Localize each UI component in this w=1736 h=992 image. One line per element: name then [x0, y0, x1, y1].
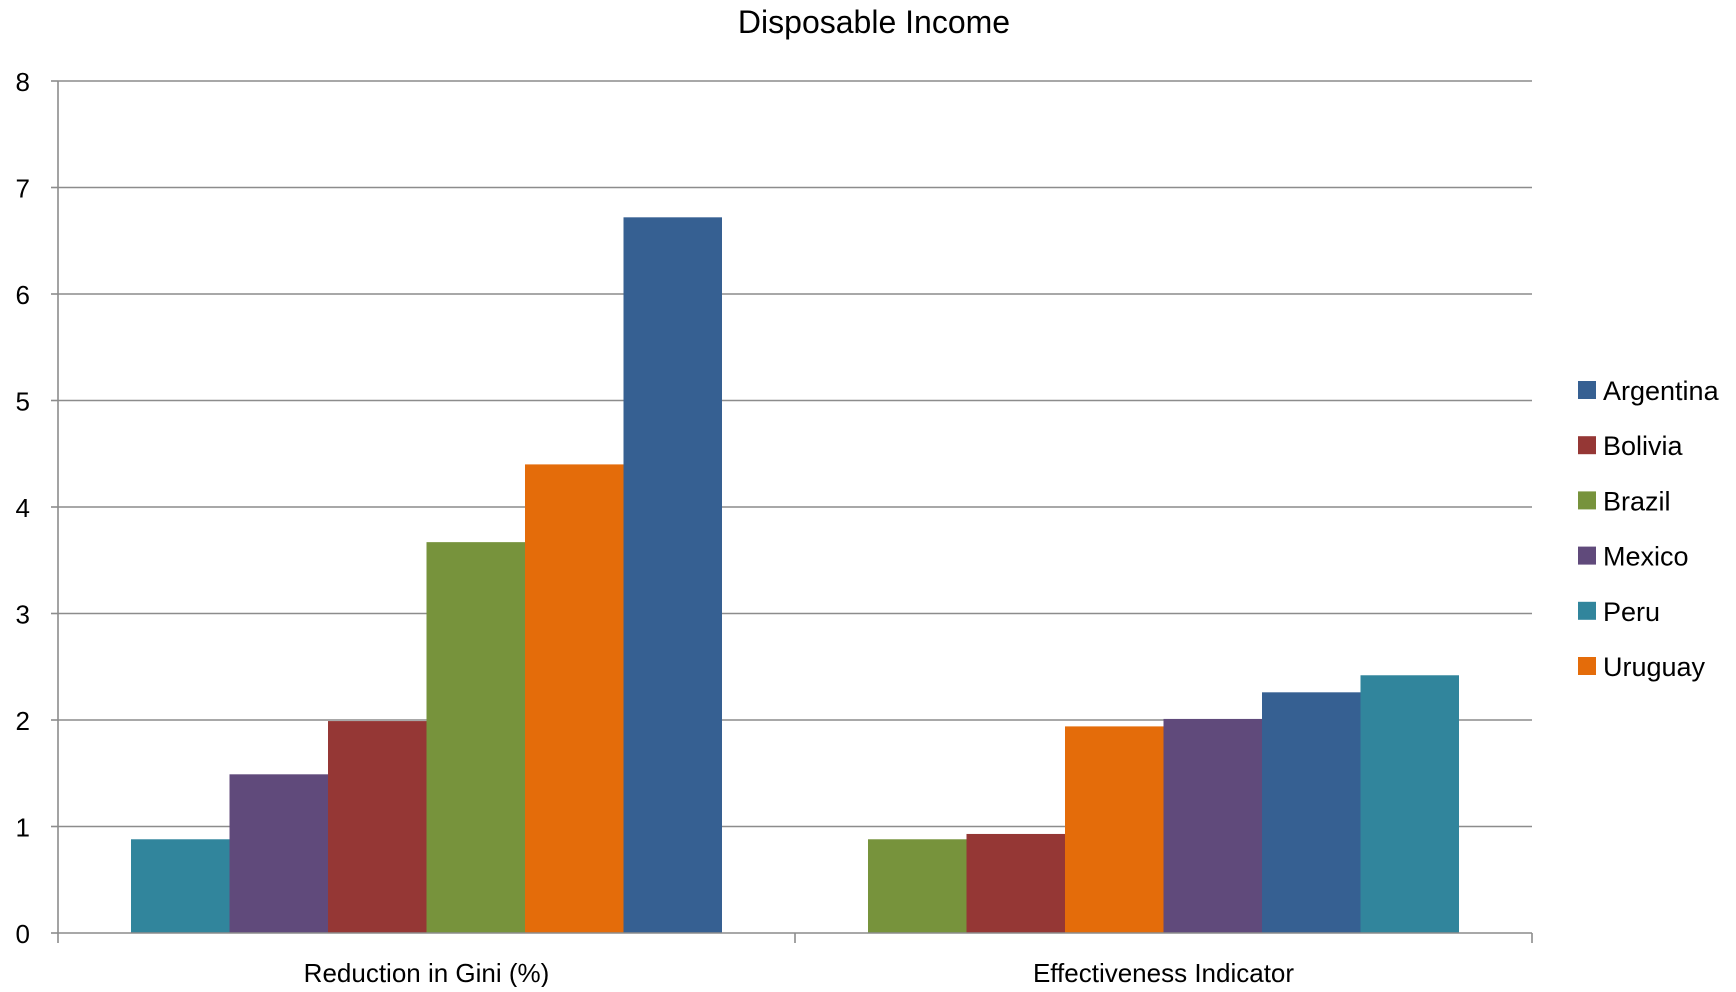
y-tick-label: 1 — [16, 813, 30, 843]
y-tick-label: 8 — [16, 67, 30, 97]
legend-swatch-brazil — [1578, 491, 1596, 510]
chart-title: Disposable Income — [738, 4, 1010, 40]
y-tick-label: 0 — [16, 919, 30, 949]
y-tick-label: 3 — [16, 600, 30, 630]
bar-bolivia-reduction-in-gini — [328, 721, 427, 933]
legend-label-argentina: Argentina — [1603, 376, 1720, 406]
bar-mexico-effectiveness-indicator — [1163, 718, 1262, 933]
bar-argentina-effectiveness-indicator — [1262, 692, 1361, 933]
bar-brazil-reduction-in-gini — [426, 542, 525, 933]
legend-swatch-peru — [1578, 601, 1596, 620]
legend-swatch-bolivia — [1578, 436, 1596, 455]
bar-peru-effectiveness-indicator — [1360, 675, 1459, 933]
y-tick-label: 2 — [16, 706, 30, 736]
x-category-label: Reduction in Gini (%) — [304, 958, 550, 987]
bar-argentina-reduction-in-gini — [623, 217, 722, 933]
bar-uruguay-effectiveness-indicator — [1065, 726, 1164, 933]
bar-uruguay-reduction-in-gini — [525, 464, 624, 933]
legend-label-uruguay: Uruguay — [1603, 652, 1706, 682]
legend-swatch-argentina — [1578, 381, 1596, 399]
legend-swatch-mexico — [1578, 546, 1596, 565]
axes: 0 1 2 3 4 5 6 7 8 Reduction in Gini (%) Effectiven… — [16, 67, 1533, 988]
legend: Argentina Bolivia Brazil Mexico Peru Uruguay — [1578, 376, 1720, 682]
legend-label-peru: Peru — [1603, 597, 1660, 627]
x-category-label: Effectiveness Indicator — [1033, 958, 1294, 987]
bars — [131, 217, 1459, 933]
gridlines — [58, 80, 1532, 828]
y-tick-label: 4 — [16, 493, 30, 523]
y-tick-label: 5 — [16, 387, 30, 417]
bar-brazil-effectiveness-indicator — [868, 839, 967, 933]
bar-mexico-reduction-in-gini — [229, 774, 328, 933]
bar-bolivia-effectiveness-indicator — [966, 833, 1065, 933]
legend-swatch-uruguay — [1578, 657, 1596, 675]
legend-label-brazil: Brazil — [1603, 486, 1671, 516]
y-tick-label: 7 — [16, 174, 30, 204]
y-tick-label: 6 — [16, 280, 30, 310]
legend-label-bolivia: Bolivia — [1603, 431, 1684, 461]
bar-peru-reduction-in-gini — [131, 839, 230, 933]
legend-label-mexico: Mexico — [1603, 542, 1689, 572]
